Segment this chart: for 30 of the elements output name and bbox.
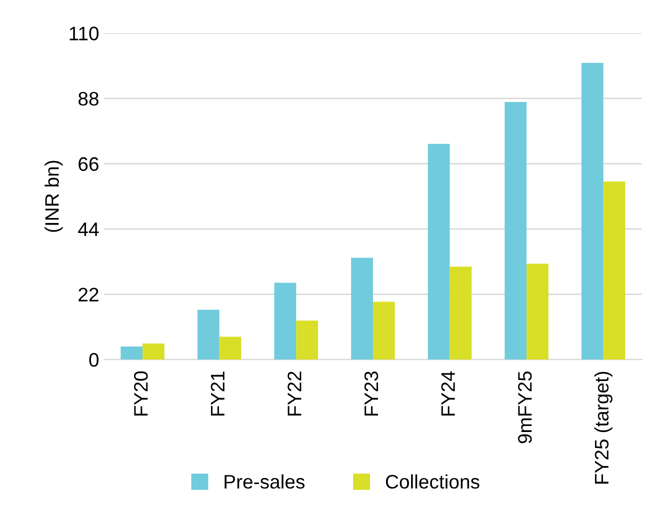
bar bbox=[504, 102, 527, 360]
x-tick-label: FY23 bbox=[364, 372, 378, 416]
bar bbox=[581, 62, 604, 360]
bar bbox=[197, 310, 220, 360]
bar bbox=[603, 182, 626, 360]
bar bbox=[428, 144, 450, 360]
bar bbox=[219, 336, 242, 360]
x-tick-label: FY21 bbox=[210, 372, 224, 416]
bar bbox=[351, 258, 373, 360]
y-tick-label: 66 bbox=[78, 157, 98, 171]
y-tick-label: 44 bbox=[78, 222, 99, 236]
x-tick-label: FY25 (target) bbox=[594, 372, 612, 484]
legend-label: Collections bbox=[386, 474, 480, 489]
bar bbox=[274, 282, 296, 360]
x-tick-label: 9mFY25 bbox=[518, 371, 532, 444]
y-tick-label: 88 bbox=[78, 92, 98, 106]
bar bbox=[142, 344, 164, 360]
x-tick-label: FY22 bbox=[288, 372, 302, 416]
x-tick-label: FY20 bbox=[134, 371, 148, 416]
bar bbox=[450, 266, 472, 360]
legend-label: Pre-sales bbox=[224, 474, 305, 489]
y-tick-label: 110 bbox=[70, 26, 99, 40]
bar bbox=[120, 346, 143, 360]
x-tick-label: FY24 bbox=[441, 371, 455, 416]
y-axis-title: (INR bn) bbox=[44, 160, 63, 232]
y-tick-label: 22 bbox=[78, 288, 98, 302]
bar bbox=[372, 302, 395, 360]
bar bbox=[526, 264, 548, 360]
y-tick-label: 0 bbox=[89, 353, 99, 367]
bar bbox=[296, 320, 318, 360]
